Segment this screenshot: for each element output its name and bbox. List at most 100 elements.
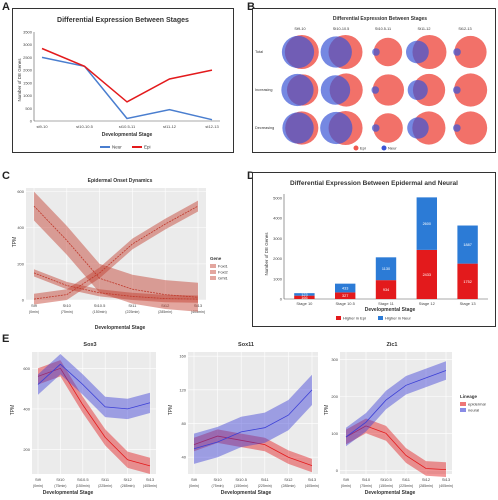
chart-c-band-grhl1 [34, 200, 198, 305]
chart-e3-xsub-0: (0min) [341, 484, 351, 488]
chart-b-row-1: Increasing [255, 88, 273, 92]
chart-b-neur-circle-1-1 [320, 75, 351, 105]
panel-letter-d: D [247, 170, 255, 182]
chart-e3-ytick-1: 100 [331, 431, 338, 436]
chart-b-neur-circle-1-0 [281, 73, 314, 107]
chart-e3-xtick-1: St10 [362, 477, 371, 482]
chart-a-title: Differential Expression Between Stages [57, 17, 189, 24]
chart-d-label-epi-2: 934 [383, 288, 389, 292]
chart-c-xsub-2: (150min) [93, 310, 107, 314]
chart-e2-plot-bg [188, 352, 318, 474]
chart-d-ytick-3: 3000 [273, 236, 283, 241]
chart-c-xtick-2: St10.5 [94, 303, 106, 308]
chart-b-neur-circle-2-4 [453, 124, 461, 132]
chart-e2-xsub-0: (0min) [189, 484, 199, 488]
chart-e2-ytick-3: 160 [179, 354, 186, 359]
chart-e2-band-epidermal [194, 429, 312, 473]
chart-b-col-3: St11-12 [417, 27, 430, 31]
chart-e3-xtick-2: St10.5 [380, 477, 392, 482]
chart-b-epi-circle-1-2 [372, 74, 405, 106]
chart-c-xlabel: Developmental Stage [95, 325, 146, 331]
chart-b-neur-circle-1-2 [371, 86, 380, 94]
chart-d-stacked-bars: Differential Expression Between Epiderma… [252, 172, 496, 327]
chart-e1-xtick-1: St10 [56, 477, 65, 482]
chart-d-bar-epi-0 [294, 295, 315, 299]
chart-a-legend-label-neur: Neur [112, 145, 122, 150]
chart-e2-sox11: Sox11 TPM Developmental Stage 40 80 120 160… [168, 342, 319, 496]
chart-b-neur-circle-0-0 [281, 35, 315, 69]
chart-b-row-2: Decreasing [255, 126, 274, 130]
chart-a-xtick-2: st10.5-11 [119, 124, 136, 129]
chart-b-col-2: St10.5-11 [375, 27, 391, 31]
chart-d-xtick-3: Stage 12 [419, 301, 436, 306]
chart-a-xtick-4: st12-13 [205, 124, 219, 129]
chart-e2-xsub-1: (75min) [212, 484, 224, 488]
chart-e3-xsub-2: (150min) [379, 484, 393, 488]
chart-e1-line-epidermal [37, 367, 151, 467]
chart-e1-xlabel: Developmental Stage [43, 490, 94, 496]
chart-b-legend-label-neur: Neur [388, 146, 397, 151]
chart-c-xtick-0: St9 [31, 303, 38, 308]
chart-c-legend-label-foxi2: Foxi2 [218, 270, 229, 275]
chart-d-label-neur-0: 123 [301, 293, 307, 297]
chart-d-xtick-0: Stage 10 [296, 301, 313, 306]
chart-a-line-epi [41, 47, 213, 103]
chart-a-ytick-3: 1500 [23, 80, 33, 85]
panel-letter-e: E [2, 333, 10, 345]
chart-e2-xtick-5: St13 [308, 477, 317, 482]
chart-d-xtick-2: Stage 11 [378, 301, 394, 306]
chart-e2-xtick-0: St9 [191, 477, 198, 482]
chart-e2-line-epidermal [193, 435, 313, 466]
chart-d-legend-label-1: Higher in Neur [385, 316, 411, 321]
chart-a-ytick-5: 2500 [23, 55, 33, 60]
chart-c-ylabel: TPM [12, 237, 18, 248]
chart-d-bar-epi-3 [416, 249, 437, 299]
chart-b-neur-circle-1-4 [453, 86, 461, 94]
chart-c-xsub-3: (225min) [125, 310, 139, 314]
chart-e1-ytick-0: 200 [23, 447, 30, 452]
chart-d-title: Differential Expression Between Epiderma… [290, 180, 458, 187]
chart-e1-plot-bg [32, 352, 156, 474]
chart-c-ytick-0: 0 [22, 298, 25, 303]
chart-e3-xsub-1: (75min) [360, 484, 372, 488]
chart-e3-line-neural [345, 370, 447, 438]
chart-d-label-neur-3: 2600 [423, 222, 431, 226]
chart-e2-xsub-2: (150min) [234, 484, 248, 488]
chart-c-band-foxi2 [34, 269, 198, 303]
chart-e1-xtick-5: St13 [146, 477, 155, 482]
chart-d-xlabel: Developmental Stage [365, 307, 416, 313]
chart-a-xtick-3: st11-12 [163, 124, 177, 129]
chart-d-label-epi-1: 327 [342, 294, 348, 298]
chart-d-ylabel: Number of DE Genes [264, 232, 269, 276]
chart-e2-xsub-5: (405min) [305, 484, 319, 488]
chart-e3-zic1: Zic1 TPM Developmental Stage Lineage 0 10… [324, 342, 486, 496]
chart-b-col-1: St10-10.5 [333, 27, 349, 31]
chart-b-neur-circle-0-3 [406, 40, 429, 64]
chart-d-ytick-5: 5000 [273, 196, 283, 201]
chart-e1-xtick-3: St11 [101, 477, 110, 482]
chart-e1-ylabel: TPM [10, 405, 16, 416]
chart-e1-xsub-2: (150min) [76, 484, 90, 488]
chart-b-title: Differential Expression Between Stages [333, 16, 427, 22]
chart-e1-xtick-4: St12 [123, 477, 132, 482]
chart-b-epi-circle-1-4 [454, 73, 488, 107]
chart-c-ytick-2: 400 [17, 225, 24, 230]
chart-e3-legend-label-neural: neural [468, 408, 479, 413]
chart-e3-ytick-2: 200 [331, 394, 338, 399]
chart-e1-xsub-3: (225min) [98, 484, 112, 488]
chart-c-plot-bg [26, 188, 206, 300]
panel-letter-c: C [2, 170, 10, 182]
chart-e2-xtick-1: St10 [213, 477, 222, 482]
chart-e2-band-neural [194, 374, 312, 464]
chart-c-ytick-1: 200 [17, 261, 24, 266]
chart-a-xtick-0: st9-10 [36, 124, 48, 129]
chart-c-legend-swatch-foxi2 [210, 270, 216, 274]
chart-e3-xlabel: Developmental Stage [365, 490, 416, 496]
chart-e3-xsub-5: (405min) [439, 484, 453, 488]
chart-d-legend-swatch-0 [336, 316, 341, 320]
chart-c-band-foxi1 [34, 191, 198, 312]
chart-d-label-neur-4: 1887 [463, 243, 471, 247]
chart-d-label-neur-1: 433 [342, 287, 348, 291]
chart-b-neur-circle-0-4 [453, 48, 461, 56]
chart-d-bar-neur-4 [457, 225, 478, 264]
